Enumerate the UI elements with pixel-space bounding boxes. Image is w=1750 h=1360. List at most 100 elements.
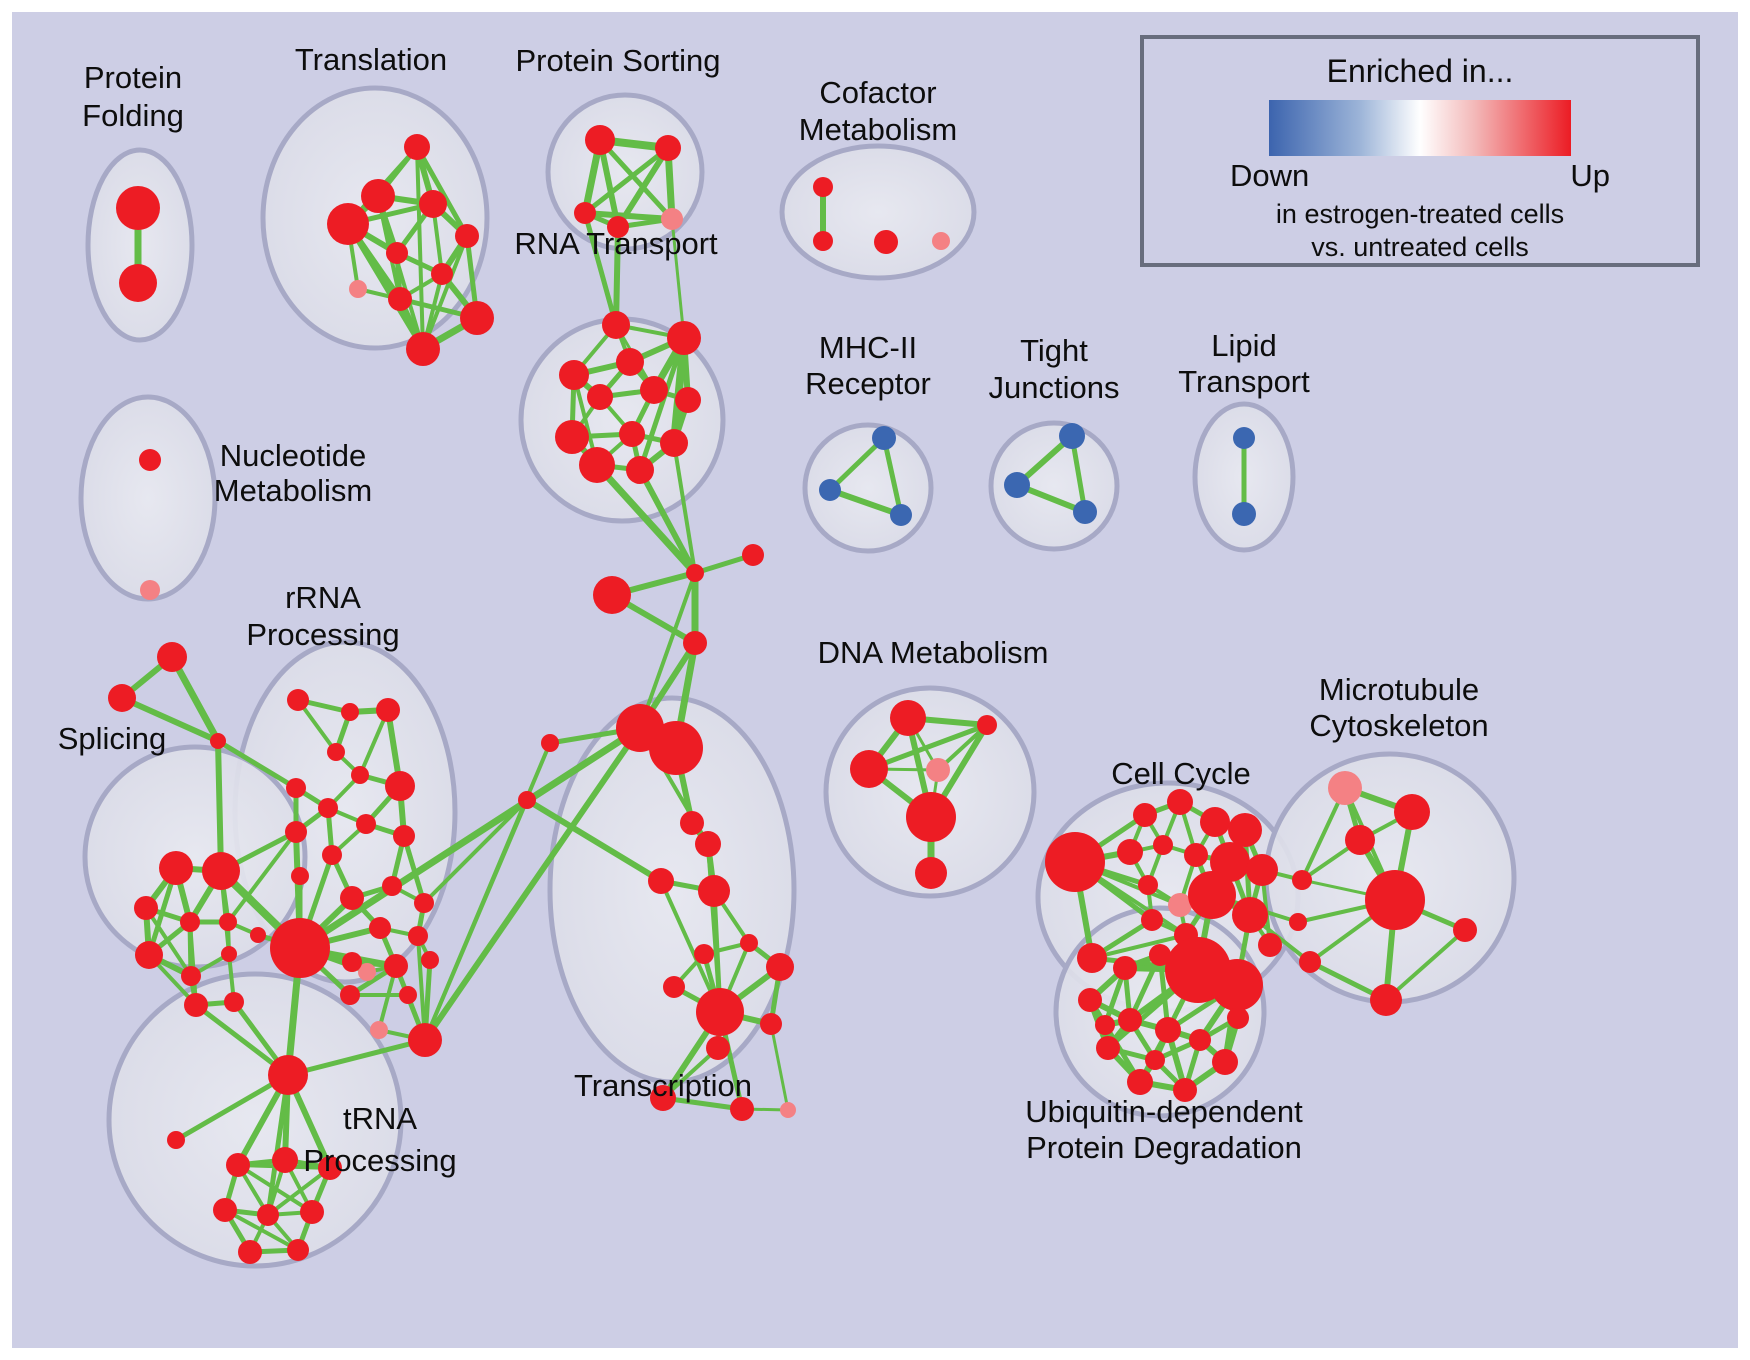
network-node-rr26[interactable] bbox=[370, 1021, 388, 1039]
network-node-d1[interactable] bbox=[890, 700, 926, 736]
network-node-n2[interactable] bbox=[140, 580, 160, 600]
network-node-ro6[interactable] bbox=[300, 1200, 324, 1224]
network-node-m1[interactable] bbox=[872, 426, 896, 450]
network-node-t2[interactable] bbox=[361, 179, 395, 213]
network-node-ch3[interactable] bbox=[593, 576, 631, 614]
network-node-u13[interactable] bbox=[1145, 1050, 1165, 1070]
network-node-rr18[interactable] bbox=[369, 917, 391, 939]
network-node-rr22[interactable] bbox=[421, 951, 439, 969]
network-node-sp11[interactable] bbox=[250, 927, 266, 943]
network-node-cc13[interactable] bbox=[1168, 893, 1192, 917]
network-node-ro5[interactable] bbox=[257, 1204, 279, 1226]
network-node-tl[interactable] bbox=[167, 1131, 185, 1149]
network-node-t6[interactable] bbox=[386, 242, 408, 264]
network-node-cc11[interactable] bbox=[1246, 854, 1278, 886]
network-node-t9[interactable] bbox=[388, 287, 412, 311]
network-node-cc7[interactable] bbox=[1117, 839, 1143, 865]
network-node-cc4[interactable] bbox=[1167, 789, 1193, 815]
network-node-ch4[interactable] bbox=[683, 631, 707, 655]
network-node-rr17[interactable] bbox=[358, 963, 376, 981]
network-node-tn14[interactable] bbox=[780, 1102, 796, 1118]
network-node-mt2[interactable] bbox=[1394, 794, 1430, 830]
network-node-m3[interactable] bbox=[890, 504, 912, 526]
network-node-rr25[interactable] bbox=[408, 1023, 442, 1057]
network-node-ch1[interactable] bbox=[686, 564, 704, 582]
network-node-rr2[interactable] bbox=[341, 703, 359, 721]
network-node-tn1[interactable] bbox=[680, 811, 704, 835]
network-node-cc15[interactable] bbox=[1141, 909, 1163, 931]
network-node-rr24[interactable] bbox=[399, 986, 417, 1004]
network-node-th[interactable] bbox=[268, 1055, 308, 1095]
network-node-rr4[interactable] bbox=[327, 743, 345, 761]
network-node-d4[interactable] bbox=[926, 758, 950, 782]
network-node-ro8[interactable] bbox=[287, 1239, 309, 1261]
network-node-d5[interactable] bbox=[906, 792, 956, 842]
network-node-u1[interactable] bbox=[1078, 988, 1102, 1012]
network-node-cc19[interactable] bbox=[1211, 959, 1263, 1011]
network-node-sp2[interactable] bbox=[202, 852, 240, 890]
network-node-sp8[interactable] bbox=[221, 946, 237, 962]
network-node-mt5[interactable] bbox=[1453, 918, 1477, 942]
network-node-cc20[interactable] bbox=[1258, 933, 1282, 957]
network-node-rr20[interactable] bbox=[342, 952, 362, 972]
network-node-t10[interactable] bbox=[460, 301, 494, 335]
network-node-cc12[interactable] bbox=[1138, 875, 1158, 895]
network-node-t7[interactable] bbox=[431, 263, 453, 285]
network-node-pf2[interactable] bbox=[119, 264, 157, 302]
network-node-ro3[interactable] bbox=[318, 1156, 342, 1180]
network-node-u12[interactable] bbox=[1189, 1029, 1211, 1051]
network-node-ps4[interactable] bbox=[607, 216, 629, 238]
network-node-rt2[interactable] bbox=[667, 321, 701, 355]
network-node-sp5[interactable] bbox=[219, 913, 237, 931]
network-node-ro1[interactable] bbox=[226, 1153, 250, 1177]
network-node-rr15[interactable] bbox=[382, 876, 402, 896]
network-node-u6[interactable] bbox=[1227, 1007, 1249, 1029]
network-node-sp7[interactable] bbox=[181, 966, 201, 986]
network-node-u5[interactable] bbox=[1212, 1049, 1238, 1075]
network-node-lh2[interactable] bbox=[518, 791, 536, 809]
network-node-x1[interactable] bbox=[157, 642, 187, 672]
network-node-t3[interactable] bbox=[419, 190, 447, 218]
network-node-rt1[interactable] bbox=[602, 311, 630, 339]
network-node-t11[interactable] bbox=[406, 332, 440, 366]
network-node-sp6[interactable] bbox=[135, 941, 163, 969]
network-node-mt3[interactable] bbox=[1345, 825, 1375, 855]
network-node-tn3[interactable] bbox=[648, 868, 674, 894]
network-node-rr9[interactable] bbox=[285, 821, 307, 843]
network-node-x2[interactable] bbox=[108, 684, 136, 712]
network-node-mt1[interactable] bbox=[1328, 771, 1362, 805]
network-node-cc2[interactable] bbox=[1077, 943, 1107, 973]
network-node-ch2[interactable] bbox=[742, 544, 764, 566]
network-node-rr14[interactable] bbox=[340, 886, 364, 910]
network-node-rt11[interactable] bbox=[579, 447, 615, 483]
network-node-rt3[interactable] bbox=[616, 348, 644, 376]
network-node-tn11[interactable] bbox=[706, 1036, 730, 1060]
network-node-ps1[interactable] bbox=[585, 125, 615, 155]
network-node-rr13[interactable] bbox=[291, 867, 309, 885]
network-node-rr10[interactable] bbox=[356, 814, 376, 834]
network-node-u4[interactable] bbox=[1173, 1078, 1197, 1102]
network-node-c2[interactable] bbox=[813, 231, 833, 251]
network-node-u14[interactable] bbox=[1095, 1015, 1115, 1035]
network-node-t1[interactable] bbox=[404, 134, 430, 160]
network-node-tj1[interactable] bbox=[1059, 423, 1085, 449]
network-node-l1[interactable] bbox=[1233, 427, 1255, 449]
network-node-tn2[interactable] bbox=[695, 831, 721, 857]
network-node-u3[interactable] bbox=[1127, 1069, 1153, 1095]
network-node-rt5[interactable] bbox=[640, 376, 668, 404]
network-node-rt9[interactable] bbox=[619, 421, 645, 447]
network-node-c4[interactable] bbox=[932, 232, 950, 250]
network-node-t5[interactable] bbox=[455, 224, 479, 248]
network-node-rt10[interactable] bbox=[660, 429, 688, 457]
network-node-rr23[interactable] bbox=[340, 985, 360, 1005]
network-node-sp3[interactable] bbox=[134, 896, 158, 920]
network-node-l2[interactable] bbox=[1232, 502, 1256, 526]
network-node-tn6[interactable] bbox=[694, 944, 714, 964]
network-node-rt8[interactable] bbox=[555, 420, 589, 454]
network-node-t4[interactable] bbox=[327, 203, 369, 245]
network-node-cc14[interactable] bbox=[1188, 871, 1236, 919]
network-node-d6[interactable] bbox=[915, 857, 947, 889]
network-node-sp9[interactable] bbox=[184, 993, 208, 1017]
network-node-tn8[interactable] bbox=[663, 976, 685, 998]
network-node-tn4[interactable] bbox=[698, 875, 730, 907]
